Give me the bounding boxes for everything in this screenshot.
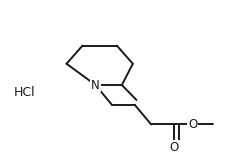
Text: O: O (169, 141, 178, 154)
Text: HCl: HCl (14, 86, 35, 99)
Text: N: N (91, 79, 100, 92)
Text: O: O (187, 118, 196, 131)
